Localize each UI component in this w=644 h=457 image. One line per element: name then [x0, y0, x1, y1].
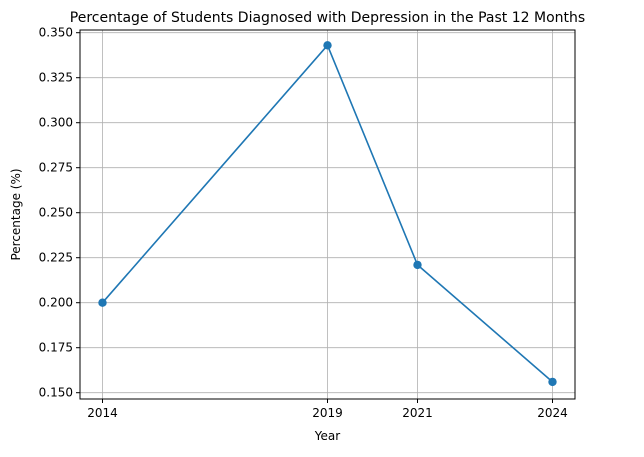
data-point-marker [98, 298, 107, 307]
y-tick-label: 0.275 [39, 161, 73, 175]
y-axis-label: Percentage (%) [9, 168, 23, 260]
y-tick-label: 0.225 [39, 251, 73, 265]
plot-frame [79, 29, 576, 400]
x-tick-label: 2024 [537, 406, 568, 420]
y-tick-label: 0.200 [39, 296, 73, 310]
x-tick-label: 2021 [402, 406, 433, 420]
data-point-marker [413, 260, 422, 270]
series-line [101, 44, 554, 383]
x-axis-label: Year [314, 429, 340, 443]
chart-title: Percentage of Students Diagnosed with De… [70, 10, 585, 26]
grid-layer [80, 30, 575, 399]
y-tick-label: 0.150 [39, 386, 73, 400]
x-tick-label: 2014 [87, 406, 118, 420]
y-tick-label: 0.175 [39, 341, 73, 355]
x-tick-label: 2019 [312, 406, 343, 420]
tick-layer: 2014 2019 2021 2024 0.150 0.175 0.200 0.225 0.25… [39, 26, 568, 420]
series-layer [98, 41, 557, 387]
data-point-marker [323, 41, 332, 50]
data-point-marker [548, 377, 557, 387]
y-tick-label: 0.250 [39, 206, 73, 220]
y-tick-label: 0.300 [39, 116, 73, 130]
y-tick-label: 0.350 [39, 26, 73, 40]
y-tick-label: 0.325 [39, 71, 73, 85]
